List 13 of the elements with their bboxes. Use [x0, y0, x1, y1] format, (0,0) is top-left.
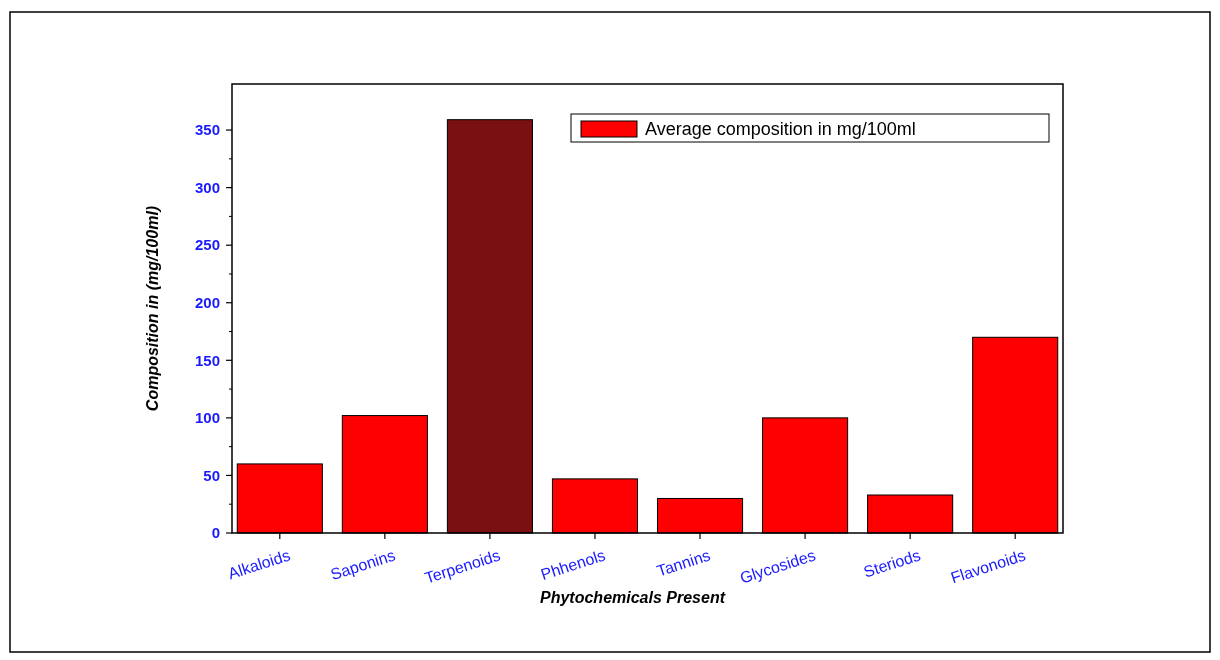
- y-tick-label: 250: [194, 236, 220, 254]
- y-tick-label: 350: [194, 121, 220, 139]
- y-tick-label: 150: [194, 351, 220, 369]
- x-axis-title: Phytochemicals Present: [540, 589, 726, 606]
- y-axis-title: Composition in (mg/100ml): [144, 205, 161, 412]
- y-tick-label: 50: [203, 466, 220, 484]
- x-tick-label: Tannins: [654, 546, 713, 580]
- legend-label: Average composition in mg/100ml: [645, 119, 916, 140]
- y-tick-label: 200: [194, 293, 220, 311]
- x-tick-label: Steriods: [861, 546, 923, 581]
- y-tick-label: 300: [194, 178, 220, 196]
- y-tick-label: 100: [194, 409, 220, 427]
- y-tick-label: 0: [211, 524, 220, 542]
